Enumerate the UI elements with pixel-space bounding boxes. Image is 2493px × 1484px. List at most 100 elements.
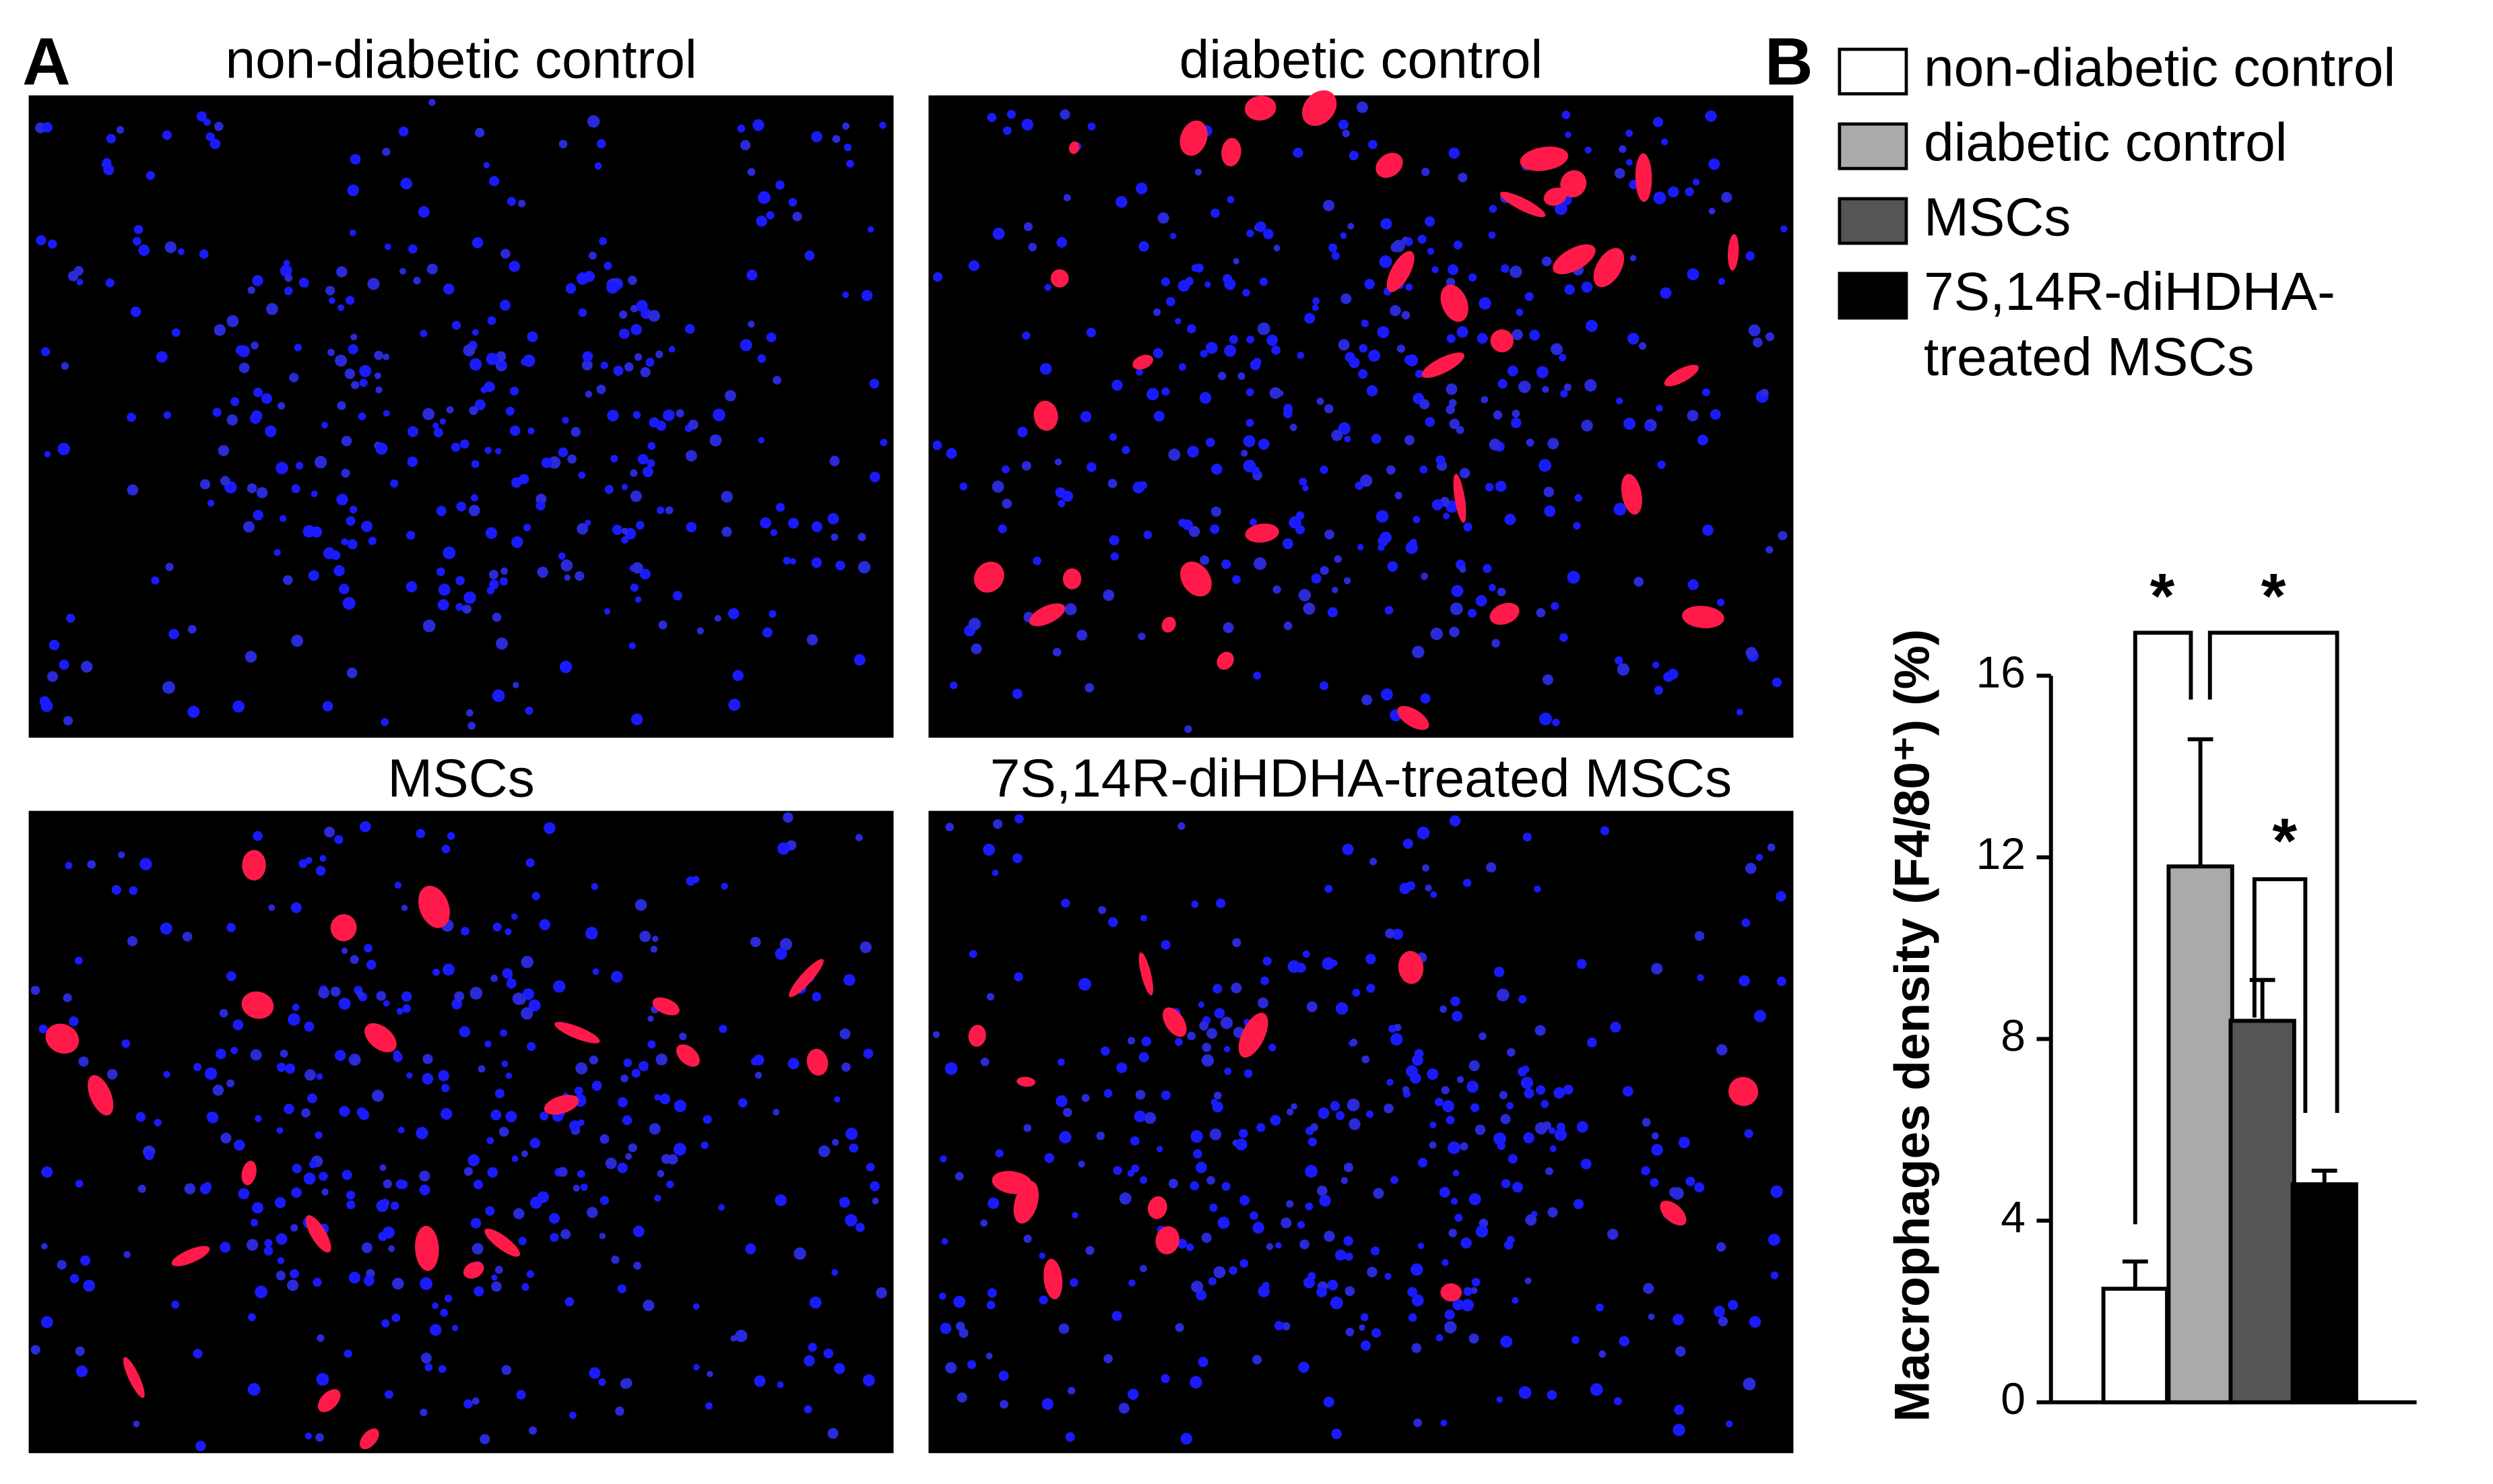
nucleus <box>862 1374 875 1387</box>
nucleus <box>1246 335 1255 344</box>
nucleus <box>204 1067 218 1080</box>
nucleus <box>1444 1321 1457 1334</box>
nucleus <box>1111 1310 1122 1322</box>
nucleus <box>311 490 318 498</box>
nucleus <box>1002 465 1010 474</box>
nucleus <box>1153 348 1163 358</box>
nucleus <box>151 576 160 585</box>
nucleus <box>861 290 873 302</box>
nucleus <box>775 947 787 960</box>
nucleus <box>1232 938 1241 947</box>
nucleus <box>381 1319 390 1328</box>
nucleus <box>1324 1231 1335 1242</box>
nucleus <box>1297 1221 1305 1229</box>
nucleus <box>137 1184 147 1193</box>
nucleus <box>492 612 502 622</box>
y-tick-label: 16 <box>1976 648 2026 698</box>
nucleus <box>502 968 513 979</box>
nucleus <box>1648 1313 1655 1320</box>
nucleus <box>527 331 538 342</box>
nucleus <box>1324 529 1334 540</box>
nucleus <box>338 998 351 1010</box>
nucleus <box>321 1188 329 1196</box>
nucleus <box>1041 1398 1054 1411</box>
nucleus <box>1345 1286 1355 1297</box>
nucleus <box>256 487 268 498</box>
nucleus <box>707 1370 713 1378</box>
nucleus <box>1289 516 1301 529</box>
nucleus <box>472 1243 484 1255</box>
nucleus <box>618 310 628 319</box>
nucleus <box>1245 418 1254 427</box>
nucleus <box>760 517 771 529</box>
nucleus <box>676 409 684 418</box>
nucleus <box>701 1141 709 1149</box>
nucleus <box>1768 1233 1780 1246</box>
nucleus <box>1466 1080 1479 1093</box>
nucleus <box>341 435 352 447</box>
nucleus <box>558 447 569 457</box>
nucleus <box>640 366 651 378</box>
nucleus <box>253 387 263 397</box>
nucleus <box>1468 1333 1479 1344</box>
nucleus <box>1257 322 1270 335</box>
nucleus <box>1651 963 1663 975</box>
nucleus <box>1415 369 1424 379</box>
nucleus <box>540 1111 549 1121</box>
nucleus <box>486 352 499 366</box>
nucleus <box>980 1219 988 1227</box>
macrophage <box>1728 234 1739 271</box>
nucleus <box>1448 264 1459 276</box>
nucleus <box>1461 1299 1475 1312</box>
nucleus <box>783 812 794 823</box>
nucleus <box>371 1089 384 1102</box>
macrophage <box>1440 1283 1462 1302</box>
nucleus <box>138 244 150 256</box>
nucleus <box>1360 1313 1369 1322</box>
nucleus <box>339 583 350 595</box>
nucleus <box>539 919 550 930</box>
nucleus <box>1470 1103 1480 1112</box>
nucleus <box>209 138 221 150</box>
nucleus <box>341 538 348 546</box>
nucleus <box>1335 1002 1349 1015</box>
nucleus <box>226 923 236 932</box>
nucleus <box>869 379 880 389</box>
nucleus <box>1580 1158 1592 1169</box>
nucleus <box>1371 1328 1382 1338</box>
nucleus <box>580 1183 588 1191</box>
nucleus <box>587 115 600 128</box>
nucleus <box>1459 467 1470 479</box>
nucleus <box>1576 1121 1588 1133</box>
nucleus <box>986 992 995 1001</box>
nucleus <box>289 373 299 383</box>
nucleus <box>1213 1266 1226 1279</box>
nucleus <box>291 484 300 494</box>
nucleus <box>1023 222 1033 232</box>
nucleus <box>1262 957 1272 966</box>
nucleus <box>315 866 326 876</box>
nucleus <box>1127 1388 1139 1400</box>
nucleus <box>1246 229 1254 238</box>
nucleus <box>870 472 880 482</box>
nucleus <box>163 1070 170 1078</box>
nucleus <box>531 892 540 901</box>
nucleus <box>1310 1123 1318 1132</box>
nucleus <box>318 987 329 999</box>
nucleus <box>1062 1107 1072 1118</box>
nucleus <box>1553 1087 1565 1099</box>
nucleus <box>834 1363 845 1374</box>
nucleus <box>302 525 315 538</box>
nucleus <box>247 286 255 294</box>
nucleus <box>1673 1314 1685 1326</box>
nucleus <box>1458 172 1468 183</box>
nucleus <box>63 993 72 1002</box>
nucleus <box>993 819 1003 829</box>
nucleus <box>160 922 172 935</box>
nucleus <box>350 955 359 964</box>
nucleus <box>505 1072 513 1079</box>
nucleus <box>1064 603 1077 616</box>
macrophage <box>1682 606 1724 628</box>
nucleus <box>969 950 977 959</box>
nucleus <box>406 581 418 593</box>
